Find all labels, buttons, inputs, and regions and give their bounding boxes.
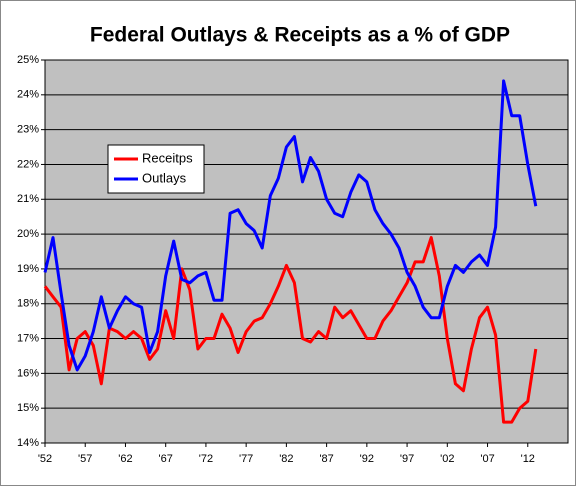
x-tick-label: '07	[480, 453, 494, 465]
series-line	[43, 236, 538, 424]
legend-label: Outlays	[142, 170, 187, 185]
y-tick-label: 16%	[17, 367, 39, 379]
y-tick-label: 22%	[17, 158, 39, 170]
legend-label: Receitps	[142, 150, 193, 165]
x-tick-label: '57	[78, 453, 92, 465]
x-tick-label: '12	[521, 453, 535, 465]
y-tick-label: 14%	[17, 437, 39, 449]
y-tick-label: 18%	[17, 298, 39, 310]
legend-box	[107, 144, 205, 194]
x-tick-label: '62	[118, 453, 132, 465]
y-tick-label: 23%	[17, 124, 39, 136]
plot-border	[44, 59, 569, 444]
x-tick-label: '67	[159, 453, 173, 465]
y-tick-label: 15%	[17, 402, 39, 414]
x-tick-label: '02	[440, 453, 454, 465]
series-line	[43, 79, 538, 372]
x-tick-label: '52	[38, 453, 52, 465]
y-tick-label: 17%	[17, 332, 39, 344]
chart-title: Federal Outlays & Receipts as a % of GDP	[90, 24, 510, 47]
y-tick-label: 21%	[17, 193, 39, 205]
plot-area	[45, 60, 568, 443]
y-tick-label: 20%	[17, 228, 39, 240]
x-tick-label: '72	[199, 453, 213, 465]
x-tick-label: '77	[239, 453, 253, 465]
y-tick-label: 19%	[17, 263, 39, 275]
y-tick-label: 24%	[17, 89, 39, 101]
x-tick-label: '97	[400, 453, 414, 465]
x-tick-label: '82	[279, 453, 293, 465]
x-tick-label: '92	[360, 453, 374, 465]
x-tick-label: '87	[319, 453, 333, 465]
y-tick-label: 25%	[17, 54, 39, 66]
